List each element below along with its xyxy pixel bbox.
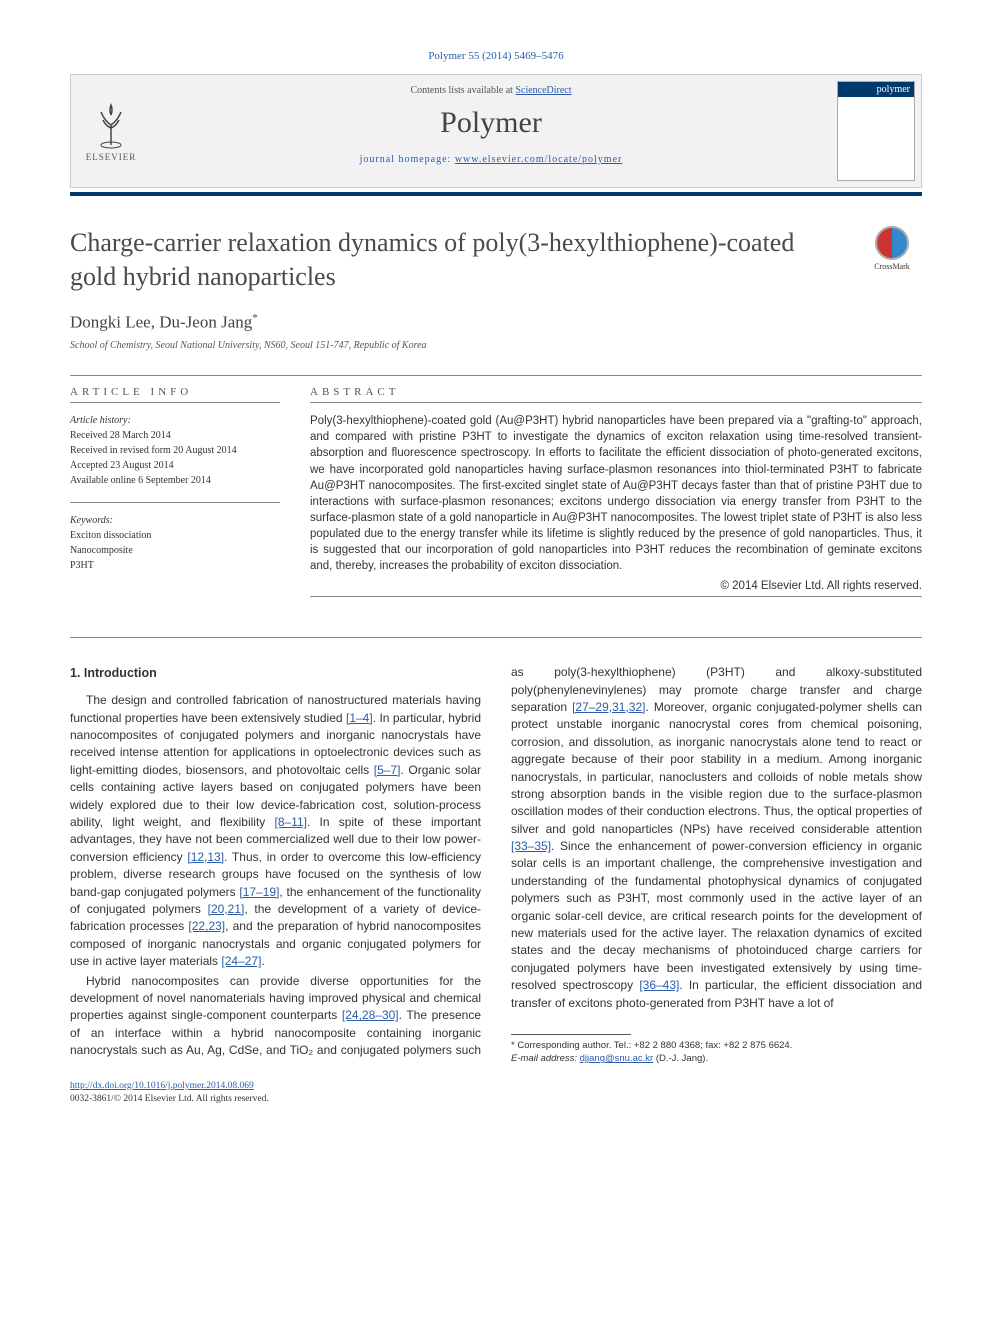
sciencedirect-link[interactable]: ScienceDirect [515, 85, 571, 96]
crossmark-label: CrossMark [874, 262, 910, 271]
divider [310, 596, 922, 597]
citation-link[interactable]: [1–4] [346, 711, 373, 725]
divider [70, 502, 280, 503]
corresponding-marker: * [252, 312, 258, 324]
elsevier-logo: ELSEVIER [71, 75, 151, 187]
journal-homepage: journal homepage: www.elsevier.com/locat… [151, 154, 831, 165]
section-heading: 1. Introduction [70, 664, 481, 682]
divider [70, 637, 922, 638]
history-accepted: Accepted 23 August 2014 [70, 458, 280, 473]
text-run: . [261, 954, 264, 968]
citation-link[interactable]: [8–11] [274, 815, 306, 829]
citation-link[interactable]: [24,28–30] [342, 1008, 399, 1022]
article-info-column: ARTICLE INFO Article history: Received 2… [70, 386, 280, 607]
article-history: Article history: Received 28 March 2014 … [70, 413, 280, 488]
affiliation: School of Chemistry, Seoul National Univ… [70, 340, 922, 351]
email-suffix: (D.-J. Jang). [653, 1053, 708, 1064]
cover-banner-label: polymer [838, 82, 914, 97]
abstract-column: ABSTRACT Poly(3-hexylthiophene)-coated g… [310, 386, 922, 607]
keywords-label: Keywords: [70, 513, 280, 528]
article-title: Charge-carrier relaxation dynamics of po… [70, 226, 842, 294]
homepage-prefix: journal homepage: [360, 154, 455, 165]
corresponding-author-footer: * Corresponding author. Tel.: +82 2 880 … [511, 1034, 922, 1066]
keyword: Nanocomposite [70, 543, 280, 558]
abstract-heading: ABSTRACT [310, 386, 922, 398]
citation-link[interactable]: [36–43] [639, 978, 679, 992]
citation-link[interactable]: [12,13] [187, 850, 224, 864]
history-online: Available online 6 September 2014 [70, 473, 280, 488]
journal-reference: Polymer 55 (2014) 5469–5476 [70, 50, 922, 62]
contents-prefix: Contents lists available at [410, 85, 515, 96]
elsevier-tree-icon [86, 100, 136, 150]
citation-link[interactable]: [27–29,31,32] [572, 700, 645, 714]
keyword: Exciton dissociation [70, 528, 280, 543]
elsevier-label: ELSEVIER [86, 152, 137, 162]
crossmark-icon [875, 226, 909, 260]
divider [70, 402, 280, 403]
body-text: 1. Introduction The design and controlle… [70, 664, 922, 1065]
article-info-heading: ARTICLE INFO [70, 386, 280, 398]
keywords-block: Keywords: Exciton dissociation Nanocompo… [70, 513, 280, 573]
doi-link[interactable]: http://dx.doi.org/10.1016/j.polymer.2014… [70, 1081, 254, 1091]
text-run: . Since the enhancement of power-convers… [511, 839, 922, 992]
email-link[interactable]: djjang@snu.ac.kr [580, 1053, 654, 1064]
citation-link[interactable]: [33–35] [511, 839, 551, 853]
journal-name: Polymer [151, 106, 831, 140]
citation-link[interactable]: [24–27] [221, 954, 261, 968]
contents-line: Contents lists available at ScienceDirec… [151, 85, 831, 96]
divider [70, 375, 922, 376]
corresponding-author-line: * Corresponding author. Tel.: +82 2 880 … [511, 1039, 922, 1052]
divider [310, 402, 922, 403]
doi-footer: http://dx.doi.org/10.1016/j.polymer.2014… [70, 1080, 922, 1107]
citation-link[interactable]: [22,23] [188, 919, 225, 933]
journal-cover: polymer [831, 75, 921, 187]
homepage-link[interactable]: www.elsevier.com/locate/polymer [455, 154, 623, 165]
abstract-text: Poly(3-hexylthiophene)-coated gold (Au@P… [310, 413, 922, 574]
history-revised: Received in revised form 20 August 2014 [70, 443, 280, 458]
citation-link[interactable]: [5–7] [374, 763, 401, 777]
text-run: . Moreover, organic conjugated-polymer s… [511, 700, 922, 836]
email-line: E-mail address: djjang@snu.ac.kr (D.-J. … [511, 1052, 922, 1065]
issn-copyright: 0032-3861/© 2014 Elsevier Ltd. All right… [70, 1093, 922, 1106]
citation-link[interactable]: [20,21] [208, 902, 245, 916]
abstract-copyright: © 2014 Elsevier Ltd. All rights reserved… [310, 580, 922, 592]
history-received: Received 28 March 2014 [70, 428, 280, 443]
journal-header: ELSEVIER Contents lists available at Sci… [70, 74, 922, 188]
footnote-separator [511, 1034, 631, 1035]
author-names: Dongki Lee, Du-Jeon Jang [70, 312, 252, 331]
history-label: Article history: [70, 413, 280, 428]
keyword: P3HT [70, 558, 280, 573]
email-label: E-mail address: [511, 1053, 580, 1064]
crossmark-badge[interactable]: CrossMark [862, 226, 922, 271]
paragraph: The design and controlled fabrication of… [70, 692, 481, 970]
authors: Dongki Lee, Du-Jeon Jang* [70, 312, 922, 333]
citation-link[interactable]: [17–19] [239, 885, 279, 899]
header-separator [70, 192, 922, 196]
